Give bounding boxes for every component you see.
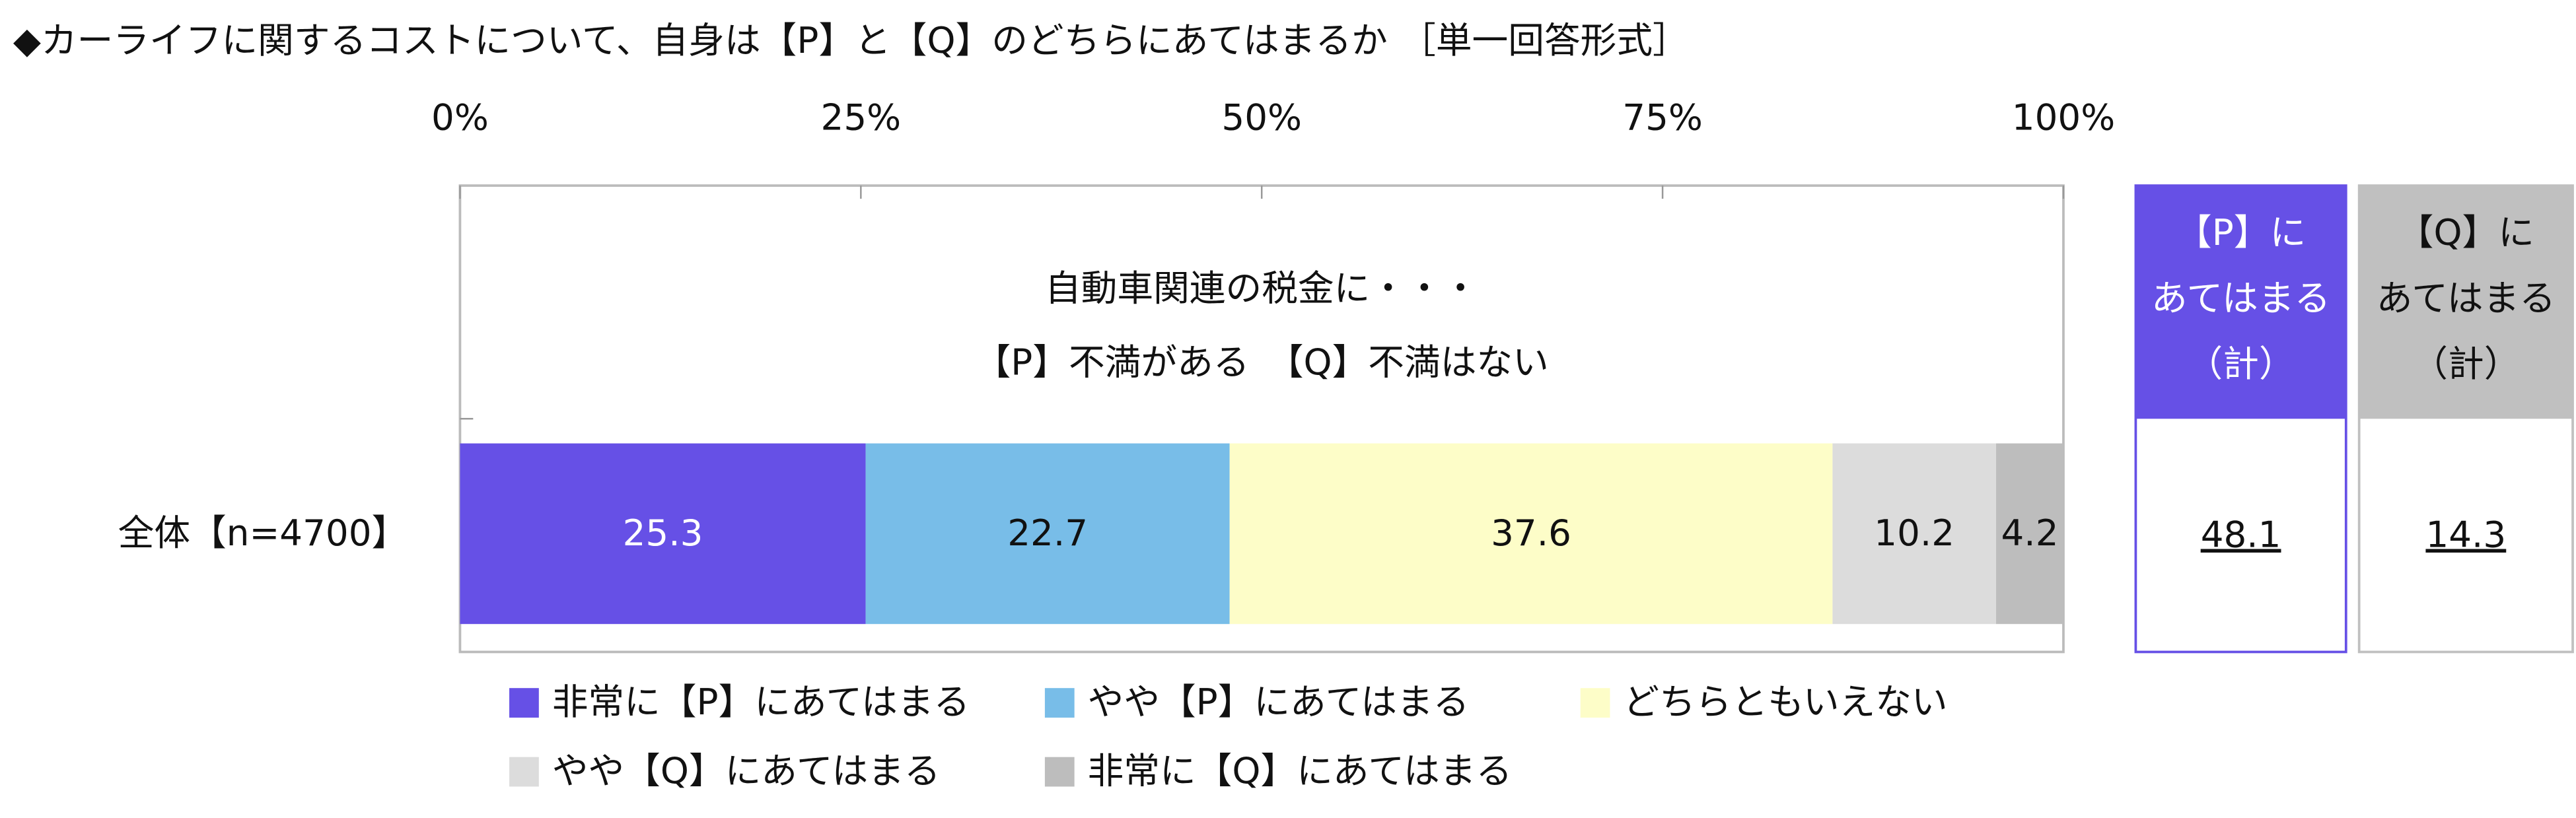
data-label: 4.2: [2001, 512, 2059, 554]
legend-label: 非常に【P】にあてはまる: [552, 681, 970, 723]
legend-swatch: [1580, 688, 1610, 718]
data-label: 10.2: [1874, 512, 1954, 554]
legend-label: やや【Q】にあてはまる: [552, 750, 941, 792]
bar-segment: [1996, 443, 2063, 625]
category-label: 全体【n=4700】: [118, 512, 408, 554]
summary-header-text: 【P】に: [2176, 211, 2306, 254]
data-label: 25.3: [623, 512, 703, 554]
legend-swatch: [1044, 757, 1075, 787]
x-tick-label: 50%: [1221, 96, 1302, 139]
bar-segment: [865, 443, 1230, 625]
annotation: 【P】不満がある 【Q】不満はない: [975, 341, 1549, 383]
x-tick-label: 25%: [821, 96, 902, 139]
summary-header: [2135, 186, 2346, 419]
bar-segment: [460, 443, 866, 625]
summary-header-text: （計）: [2187, 343, 2295, 385]
bar-segment: [1229, 443, 1833, 625]
summary-value: 14.3: [2425, 513, 2506, 555]
data-label: 37.6: [1491, 512, 1571, 554]
annotation: 自動車関連の税金に・・・: [1045, 267, 1478, 309]
legend-label: 非常に【Q】にあてはまる: [1088, 750, 1513, 792]
summary-header-text: あてはまる: [2151, 277, 2330, 319]
summary-header-text: あてはまる: [2377, 277, 2556, 319]
chart-subtitle: ［単一回答形式］: [1400, 19, 1689, 61]
legend-label: どちらともいえない: [1623, 681, 1947, 723]
summary-box: [2134, 184, 2347, 654]
chart-title: ◆カーライフに関するコストについて、自身は【P】と【Q】のどちらにあてはまるか: [13, 19, 1388, 61]
bar-segment: [1832, 443, 1997, 625]
summary-box: [2357, 184, 2574, 654]
legend-swatch: [1044, 688, 1075, 718]
summary-header-text: 【Q】に: [2398, 211, 2534, 254]
summary-value: 48.1: [2201, 513, 2281, 555]
summary-header-text: （計）: [2412, 343, 2520, 385]
summary-header: [2359, 186, 2573, 419]
x-tick-label: 0%: [431, 96, 489, 139]
legend-swatch: [509, 757, 539, 787]
data-label: 22.7: [1007, 512, 1088, 554]
x-tick-label: 100%: [2012, 96, 2115, 139]
legend-swatch: [509, 688, 539, 718]
x-tick-label: 75%: [1622, 96, 1703, 139]
legend-label: やや【P】にあてはまる: [1088, 681, 1470, 723]
